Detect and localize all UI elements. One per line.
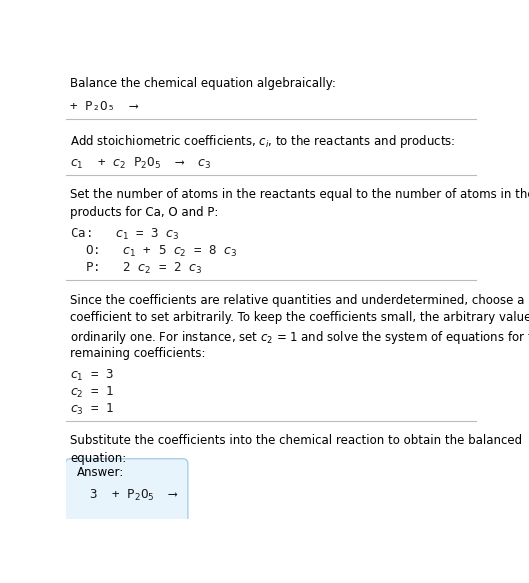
FancyBboxPatch shape: [65, 459, 188, 526]
Text: $c_1$ = 3: $c_1$ = 3: [70, 368, 114, 383]
Text: Add stoichiometric coefficients, $c_i$, to the reactants and products:: Add stoichiometric coefficients, $c_i$, …: [70, 133, 455, 150]
Text: + P₂O₅  ⟶: + P₂O₅ ⟶: [70, 100, 138, 114]
Text: Balance the chemical equation algebraically:: Balance the chemical equation algebraica…: [70, 77, 336, 90]
Text: ordinarily one. For instance, set $c_2$ = 1 and solve the system of equations fo: ordinarily one. For instance, set $c_2$ …: [70, 329, 529, 346]
Text: Ca:   $c_1$ = 3 $c_3$: Ca: $c_1$ = 3 $c_3$: [70, 227, 179, 242]
Text: $c_1$  + $c_2$ P$_2$O$_5$  ⟶  $c_3$: $c_1$ + $c_2$ P$_2$O$_5$ ⟶ $c_3$: [70, 156, 212, 171]
Text: coefficient to set arbitrarily. To keep the coefficients small, the arbitrary va: coefficient to set arbitrarily. To keep …: [70, 311, 529, 325]
Text: equation:: equation:: [70, 452, 126, 465]
Text: $c_3$ = 1: $c_3$ = 1: [70, 402, 114, 417]
Text: products for Ca, O and P:: products for Ca, O and P:: [70, 206, 218, 219]
Text: $c_2$ = 1: $c_2$ = 1: [70, 385, 114, 400]
Text: Set the number of atoms in the reactants equal to the number of atoms in the: Set the number of atoms in the reactants…: [70, 188, 529, 202]
Text: Since the coefficients are relative quantities and underdetermined, choose a: Since the coefficients are relative quan…: [70, 293, 525, 307]
Text: 3  + P$_2$O$_5$  ⟶: 3 + P$_2$O$_5$ ⟶: [89, 489, 179, 504]
Text: O:   $c_1$ + 5 $c_2$ = 8 $c_3$: O: $c_1$ + 5 $c_2$ = 8 $c_3$: [70, 244, 238, 259]
Text: Substitute the coefficients into the chemical reaction to obtain the balanced: Substitute the coefficients into the che…: [70, 434, 522, 448]
Text: Answer:: Answer:: [77, 466, 124, 479]
Text: remaining coefficients:: remaining coefficients:: [70, 347, 206, 360]
Text: P:   2 $c_2$ = 2 $c_3$: P: 2 $c_2$ = 2 $c_3$: [70, 261, 202, 276]
